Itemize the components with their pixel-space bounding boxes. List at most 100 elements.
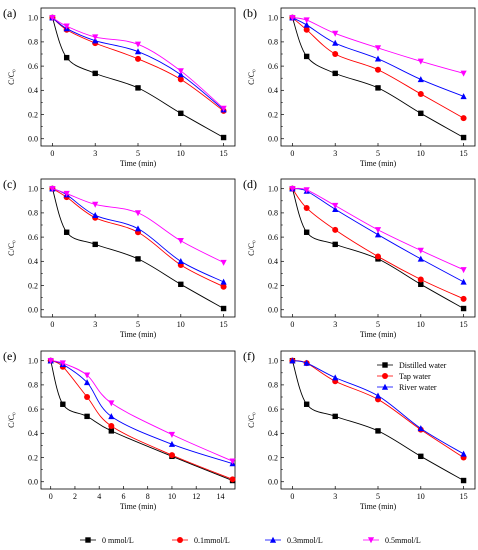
x-tick-label: 3: [333, 492, 337, 501]
series-1: [289, 357, 467, 461]
data-point: [92, 70, 98, 77]
y-tick-label: 0.0: [28, 135, 38, 144]
series-line: [291, 188, 464, 309]
y-axis-label: C/C₀: [247, 412, 256, 428]
y-tick-label: 0.4: [28, 257, 38, 266]
legend-label: River water: [399, 383, 437, 392]
data-point: [229, 476, 236, 483]
series-line: [50, 360, 233, 481]
data-point: [303, 21, 310, 28]
y-tick-label: 1.0: [28, 13, 38, 22]
panel-d: 0.0 0.2 0.4 0.6 0.8 1.0 0 3 5 10 15 Time (min) C/C₀ (…: [243, 177, 476, 339]
x-tick-label: 10: [168, 492, 176, 501]
panel-e: 0.0 0.2 0.4 0.6 0.8 1.0 0 2 4 6 8 10 12 14 Time (min) C…: [3, 349, 236, 511]
legend-marker: [367, 537, 375, 544]
data-point: [460, 93, 467, 100]
data-point: [418, 281, 424, 288]
legend-label: 0.5mmol/L: [385, 536, 421, 545]
data-point: [63, 23, 70, 30]
x-tick-label: 5: [136, 320, 140, 329]
series-line: [51, 17, 224, 138]
x-axis-label: Time (min): [120, 159, 157, 168]
data-point: [92, 201, 99, 208]
data-point: [178, 110, 184, 117]
y-tick-label: 1.0: [28, 356, 38, 365]
data-point: [460, 70, 467, 77]
data-point: [220, 278, 227, 285]
data-point: [303, 401, 310, 407]
y-axis-label: C/C₀: [247, 69, 256, 85]
data-point: [332, 413, 338, 420]
data-point: [460, 267, 467, 274]
series-2: [289, 357, 467, 457]
data-point: [220, 105, 227, 112]
data-point: [332, 70, 338, 77]
data-point: [220, 283, 227, 290]
data-point: [375, 66, 381, 73]
data-point: [63, 229, 70, 235]
data-point: [83, 379, 91, 386]
y-tick-label: 0.6: [268, 62, 278, 71]
legend-marker: [177, 537, 183, 543]
y-axis-label: C/C₀: [7, 412, 16, 428]
data-point: [460, 477, 467, 484]
data-point: [303, 359, 310, 366]
series-3: [49, 14, 227, 112]
y-tick-label: 1.0: [28, 184, 38, 193]
panel-label: (d): [243, 177, 257, 191]
x-tick-label: 0: [290, 149, 294, 158]
y-tick-label: 0.4: [268, 257, 278, 266]
data-point: [374, 227, 382, 234]
data-point: [375, 428, 381, 434]
x-tick-label: 0: [50, 149, 54, 158]
data-point: [460, 134, 467, 141]
x-tick-label: 0: [50, 320, 54, 329]
data-point: [108, 413, 115, 420]
data-point: [303, 53, 310, 60]
x-tick-label: 15: [220, 149, 228, 158]
series-0: [289, 14, 467, 141]
data-point: [177, 258, 184, 265]
y-tick-label: 1.0: [268, 13, 278, 22]
bottom-legend: 0 mmol/L 0.1mmol/L 0.3mmol/L 0.5mmol/L: [80, 536, 421, 545]
data-point: [135, 55, 141, 62]
legend-label: 0.1mmol/L: [194, 536, 230, 545]
data-point: [374, 45, 382, 52]
x-tick-label: 10: [417, 492, 425, 501]
x-tick-label: 10: [417, 320, 425, 329]
plot-frame: [280, 7, 476, 147]
y-tick-label: 0.6: [268, 405, 278, 414]
data-point: [332, 374, 339, 381]
data-point: [460, 305, 467, 312]
data-point: [47, 357, 54, 364]
series-0: [289, 357, 467, 484]
data-point: [177, 76, 184, 83]
x-tick-label: 10: [177, 149, 185, 158]
y-tick-label: 1.0: [268, 184, 278, 193]
series-line: [291, 360, 464, 481]
x-tick-label: 3: [333, 320, 337, 329]
x-tick-label: 5: [376, 492, 380, 501]
x-tick-label: 0: [49, 492, 53, 501]
y-axis-label: C/C₀: [7, 240, 16, 256]
data-point: [229, 458, 236, 465]
legend-label: Distilled water: [399, 361, 447, 370]
y-tick-label: 0.4: [28, 429, 38, 438]
data-point: [332, 241, 338, 248]
data-point: [418, 110, 424, 117]
data-point: [177, 71, 184, 78]
y-tick-label: 0.0: [28, 306, 38, 315]
data-point: [332, 39, 339, 46]
data-point: [289, 14, 296, 21]
panel-label: (b): [243, 6, 257, 20]
x-tick-label: 10: [417, 149, 425, 158]
series-line: [52, 17, 224, 111]
y-tick-label: 0.8: [268, 209, 278, 218]
y-tick-label: 0.2: [28, 110, 38, 119]
panel-label: (f): [243, 349, 255, 363]
series-0: [289, 185, 467, 312]
x-axis-label: Time (min): [120, 502, 157, 511]
y-tick-label: 0.6: [268, 233, 278, 242]
panel-c: 0.0 0.2 0.4 0.6 0.8 1.0 0 3 5 10 15 Time (min) C/C₀ (…: [3, 177, 236, 339]
series-line: [292, 17, 464, 97]
